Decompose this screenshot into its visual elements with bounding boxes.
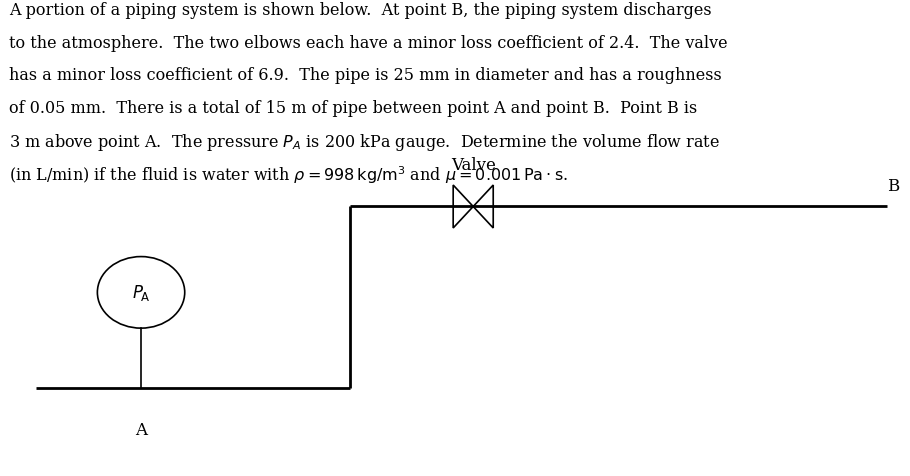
Text: Valve: Valve: [450, 157, 496, 174]
Text: $P_{\!\mathrm{A}}$: $P_{\!\mathrm{A}}$: [132, 283, 150, 303]
Text: (in L/min) if the fluid is water with $\rho = 998\,\mathrm{kg/m^3}$ and $\mu = 0: (in L/min) if the fluid is water with $\…: [9, 164, 568, 186]
Text: 3 m above point A.  The pressure $P_A$ is 200 kPa gauge.  Determine the volume f: 3 m above point A. The pressure $P_A$ is…: [9, 132, 720, 153]
Text: A portion of a piping system is shown below.  At point B, the piping system disc: A portion of a piping system is shown be…: [9, 2, 712, 20]
Text: has a minor loss coefficient of 6.9.  The pipe is 25 mm in diameter and has a ro: has a minor loss coefficient of 6.9. The…: [9, 67, 722, 84]
Text: to the atmosphere.  The two elbows each have a minor loss coefficient of 2.4.  T: to the atmosphere. The two elbows each h…: [9, 35, 728, 52]
Text: B: B: [887, 177, 899, 194]
Text: A: A: [135, 421, 147, 438]
Text: of 0.05 mm.  There is a total of 15 m of pipe between point A and point B.  Poin: of 0.05 mm. There is a total of 15 m of …: [9, 99, 697, 117]
